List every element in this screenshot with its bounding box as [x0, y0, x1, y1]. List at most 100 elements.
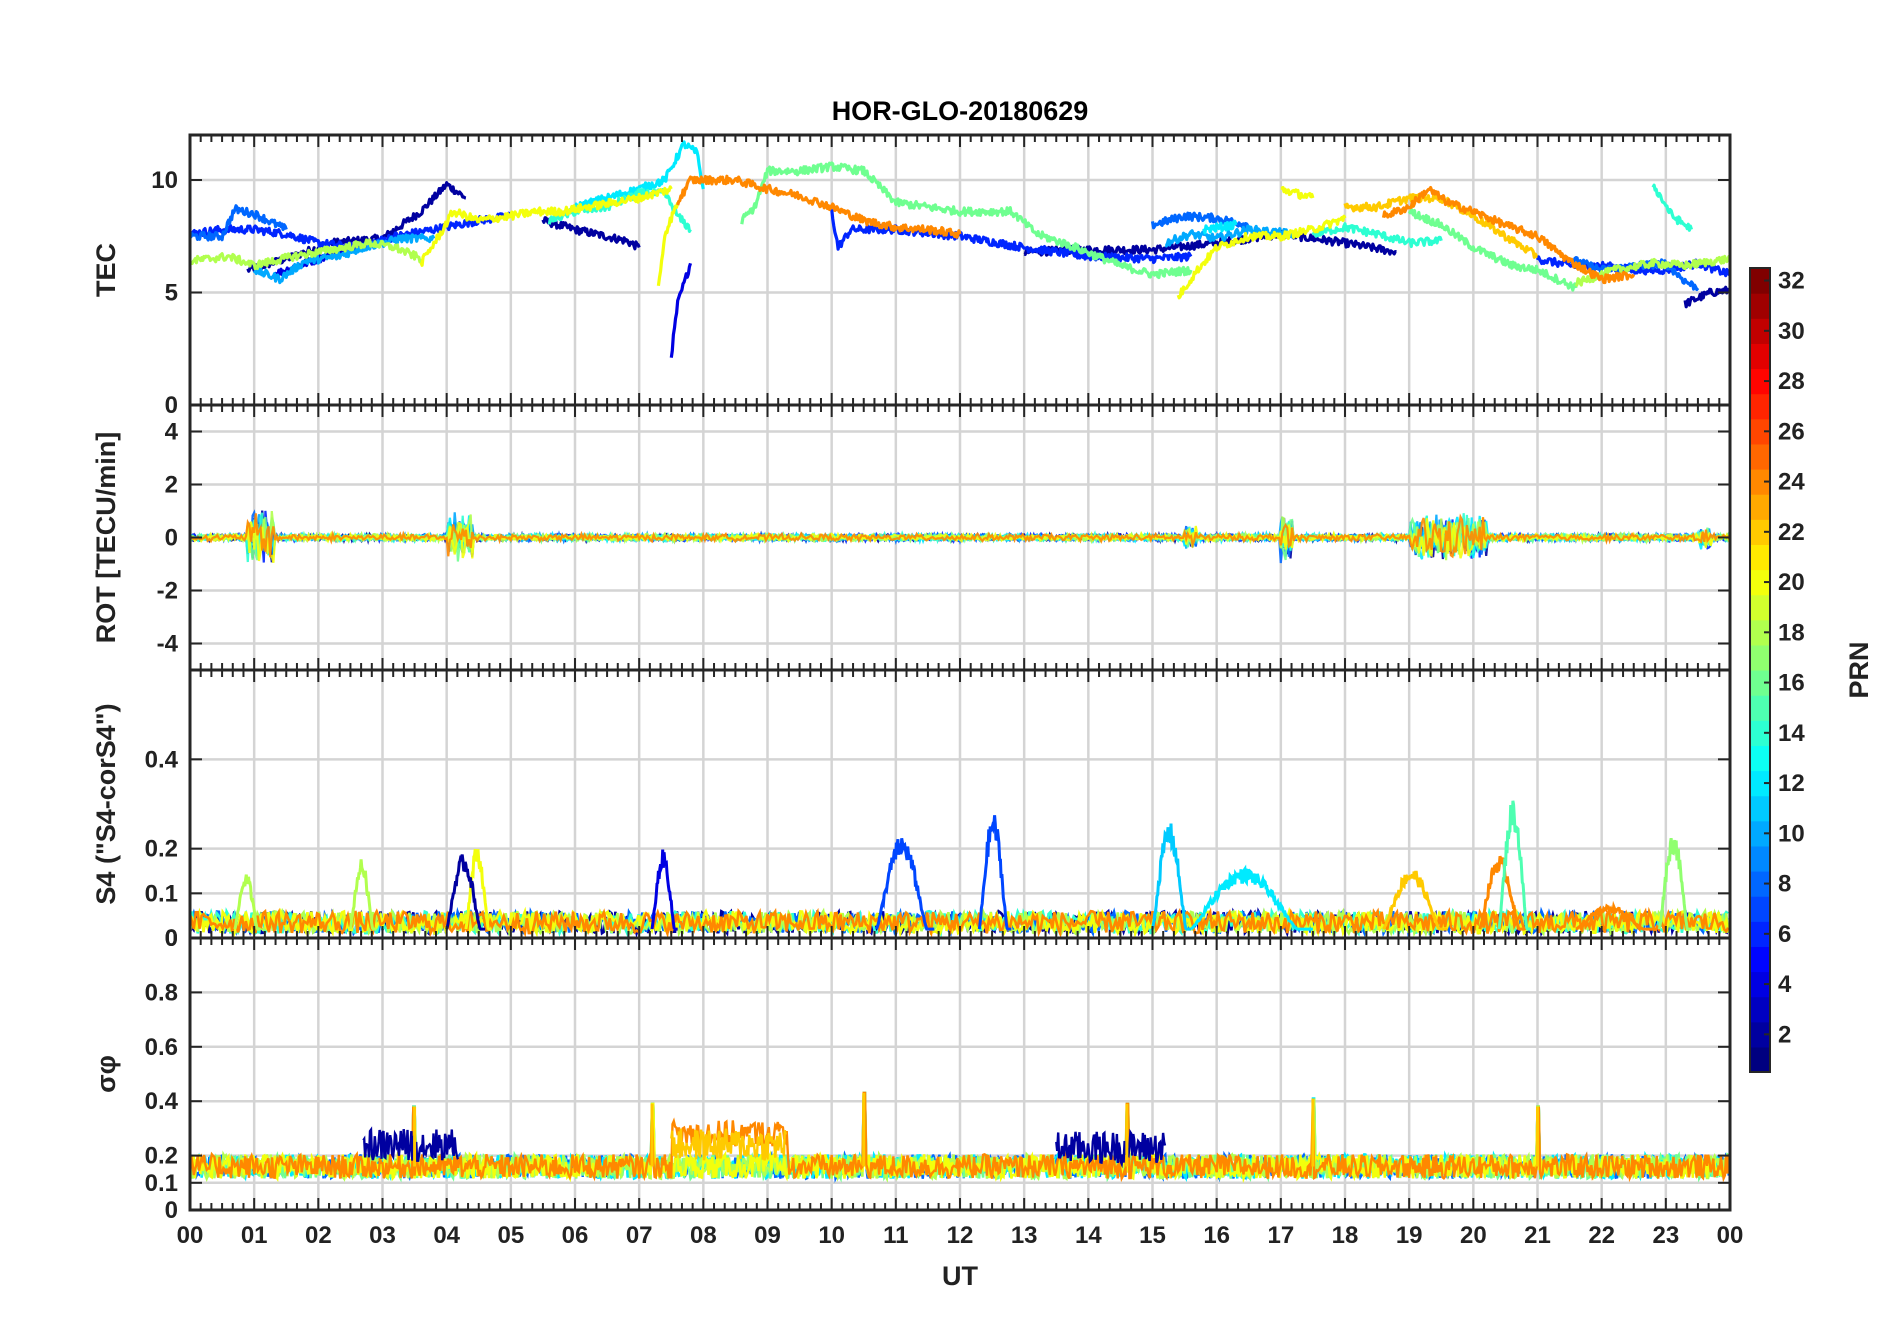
x-tick-label: 06: [562, 1222, 589, 1249]
x-tick-label: 15: [1139, 1222, 1166, 1249]
y-tick-label: 4: [165, 419, 179, 446]
colorbar-swatch: [1750, 443, 1770, 470]
colorbar-swatch: [1750, 644, 1770, 671]
colorbar-swatch: [1750, 519, 1770, 545]
colorbar-swatch: [1750, 1046, 1770, 1073]
x-tick-label: 07: [626, 1222, 653, 1249]
colorbar-swatch: [1750, 996, 1770, 1023]
y-tick-label: 0.1: [145, 1170, 178, 1197]
x-tick-label: 11: [883, 1222, 908, 1249]
s4-peak-prn-11: [1151, 823, 1191, 931]
y-tick-label: 0.8: [145, 979, 178, 1006]
series-line-prn-24: [676, 174, 962, 239]
series-line-prn-20: [419, 185, 673, 267]
series-line-prn-18: [1574, 254, 1730, 287]
s4-peak-prn-7: [977, 815, 1012, 931]
colorbar-swatch: [1750, 971, 1770, 998]
series-line-prn-10: [252, 233, 436, 285]
colorbar-swatch: [1750, 670, 1770, 696]
series-line-prn-18: [190, 238, 423, 271]
colorbar-tick-label: 32: [1778, 268, 1805, 295]
colorbar-swatch: [1750, 343, 1770, 370]
colorbar-swatch: [1750, 594, 1770, 621]
colorbar-swatch: [1750, 368, 1770, 395]
series-line-prn-8: [190, 204, 288, 242]
x-tick-label: 23: [1652, 1222, 1679, 1249]
colorbar-swatch: [1750, 418, 1770, 445]
s4-peak-prn-24: [1478, 855, 1525, 931]
x-tick-label: 09: [754, 1222, 781, 1249]
x-tick-label: 22: [1588, 1222, 1615, 1249]
chart-title: HOR-GLO-20180629: [832, 96, 1089, 126]
x-tick-label: 04: [433, 1222, 460, 1249]
colorbar-swatch: [1750, 268, 1770, 294]
series-line-prn-10: [1164, 224, 1296, 248]
sigma-elevated-prn-2: [362, 1126, 460, 1162]
sigma-elevated-prn-2: [1055, 1128, 1167, 1169]
x-tick-label: 21: [1524, 1222, 1551, 1249]
s4-peak-prn-20: [464, 848, 492, 931]
colorbar-swatch: [1750, 795, 1770, 822]
colorbar-tick-label: 28: [1778, 368, 1805, 395]
colorbar-tick-label: 12: [1778, 770, 1805, 797]
panel-3: 000.10.20.4S4 ("S4-corS4"): [91, 668, 1732, 952]
tick-marks: [189, 670, 1731, 939]
colorbar-label: PRN: [1844, 641, 1874, 698]
colorbar-swatch: [1750, 494, 1770, 520]
colorbar-tick-label: 8: [1778, 871, 1791, 898]
x-tick-label: 03: [369, 1222, 396, 1249]
x-tick-label: 02: [305, 1222, 332, 1249]
colorbar-frame: [1749, 267, 1771, 1073]
s4-peak-prn-18: [348, 859, 377, 931]
colorbar-swatch: [1750, 745, 1770, 772]
y-tick-label: -4: [157, 631, 179, 658]
y-tick-label: 2: [165, 472, 178, 499]
y-tick-label: 0: [165, 925, 178, 952]
y-tick-label: 0.4: [145, 1088, 179, 1115]
colorbar-tick-label: 6: [1778, 921, 1791, 948]
series-line-prn-14: [1311, 222, 1443, 249]
colorbar-tick-label: 24: [1778, 469, 1805, 496]
colorbar-swatch: [1750, 896, 1770, 922]
colorbar-tick-label: 20: [1778, 569, 1805, 596]
y-tick-label: 10: [151, 167, 178, 194]
series-group: [190, 509, 1730, 564]
s4-peak-prn-24: [1575, 900, 1653, 931]
x-tick-label: 19: [1396, 1222, 1423, 1249]
y-tick-label: 0: [165, 1197, 178, 1224]
series-line-prn-24: [1381, 185, 1636, 285]
x-tick-label: 20: [1460, 1222, 1487, 1249]
series-line-prn-14: [1651, 183, 1694, 232]
series-line-prn-20: [1176, 214, 1347, 300]
x-tick-label: 14: [1075, 1222, 1102, 1249]
y-tick-labels: 0 5 10: [151, 167, 178, 419]
y-axis-label: σφ: [91, 1055, 121, 1093]
s4-peak-prn-2: [445, 854, 486, 931]
y-tick-label: 0: [165, 925, 178, 952]
colorbar-swatch: [1750, 619, 1770, 646]
x-tick-label: 18: [1332, 1222, 1359, 1249]
colorbar-tick-label: 16: [1778, 670, 1805, 697]
y-axis-label: TEC: [91, 243, 121, 297]
colorbar-swatch: [1750, 770, 1770, 797]
series-line-prn-20: [656, 202, 680, 287]
x-tick-label: 17: [1267, 1222, 1294, 1249]
y-tick-labels: 000.10.20.4: [145, 746, 179, 952]
x-tick-label: 13: [1011, 1222, 1038, 1249]
colorbar-tick-label: 26: [1778, 418, 1805, 445]
y-tick-label: 5: [165, 280, 178, 307]
colorbar-swatch: [1750, 845, 1770, 872]
colorbar-swatch: [1750, 293, 1770, 319]
s4-peak-prn-4: [650, 849, 678, 931]
colorbar-swatch: [1750, 946, 1770, 973]
colorbar-swatch: [1750, 1021, 1770, 1048]
s4-peak-prn-15: [1497, 800, 1532, 931]
y-tick-label: 0.2: [145, 1143, 178, 1170]
series-group: [190, 140, 1730, 358]
colorbar-swatch: [1750, 695, 1770, 721]
colorbar-swatch: [1750, 871, 1770, 897]
colorbar-tick-label: 4: [1778, 971, 1792, 998]
